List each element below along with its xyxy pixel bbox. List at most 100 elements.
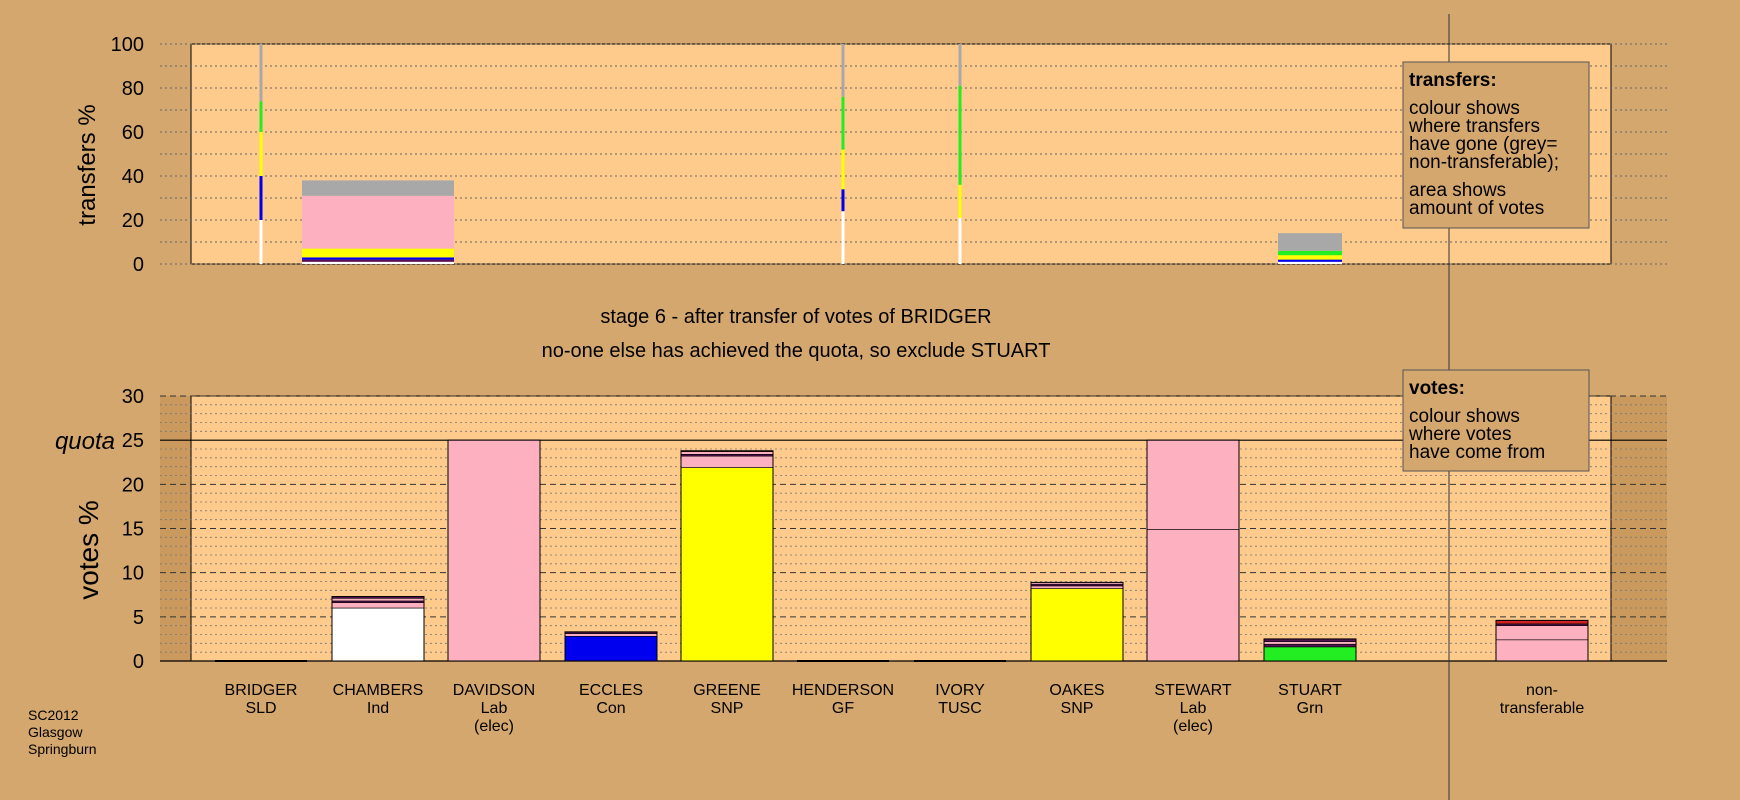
candidate-name: ECCLES [579,682,643,699]
candidate-name: DAVIDSON [453,682,535,699]
candidate-name: BRIDGER [225,682,298,699]
transfer-segment-bridger [259,220,263,264]
candidate-name: CHAMBERS [333,682,424,699]
transfer-segment-henderson [841,149,845,190]
vote-segment-greene [680,455,774,468]
votes-y-tick-label: 30 [122,386,144,408]
candidate-party: SLD [245,700,276,717]
transfers-columns [259,44,1342,264]
candidate-name: OAKES [1049,682,1104,699]
candidate-party: GF [832,700,854,717]
candidate-name: HENDERSON [792,682,894,699]
votes-right-margin-band [1611,396,1667,661]
votes-legend-line: colour shows [1409,406,1520,427]
transfers-legend-line: have gone (grey= [1409,134,1557,155]
votes-y-tick-label: 15 [122,519,144,541]
vote-segment-greene [680,451,774,455]
transfers-y-tick-label: 0 [133,254,144,276]
vote-segment-oakes [1030,585,1124,589]
transfer-segment-henderson [841,211,845,264]
transfer-segment-stuart [1278,261,1342,264]
transfer-segment-chambers [302,259,454,262]
transfer-segment-chambers [302,257,454,260]
vote-segment-chambers [331,607,425,662]
transfers-legend-box [1402,61,1590,229]
transfer-segment-bridger [259,132,263,176]
transfer-segment-bridger [259,176,263,220]
vote-bar-outline [1146,439,1240,662]
stage-heading: stage 6 - after transfer of votes of BRI… [600,306,991,328]
transfer-segment-chambers [302,195,454,249]
votes-y-tick-label: 20 [122,474,144,496]
vote-segment-non [1495,639,1589,662]
transfers-legend-line: area shows [1409,180,1506,201]
transfers-y-tick-label: 100 [111,34,144,56]
footer-line: Springburn [28,741,97,757]
transfers-y-tick-label: 80 [122,78,144,100]
candidate-name: IVORY [935,682,985,699]
transfers-legend: transfers: colour shows where transfers … [1402,61,1590,229]
votes-y-axis-label: votes % [73,500,104,600]
transfers-legend-line: where transfers [1408,116,1540,137]
footer-line: Glasgow [28,724,83,740]
candidate-name: non- [1526,682,1558,699]
candidate-party: SNP [1061,700,1094,717]
vote-segment-non [1495,620,1589,625]
candidate-labels: BRIDGERSLDCHAMBERSIndDAVIDSONLab(elec)EC… [225,682,1585,735]
transfer-segment-henderson [841,189,845,212]
transfers-y-tick-label: 60 [122,122,144,144]
vote-segment-stewart [1146,439,1240,530]
vote-bar-outline [331,596,425,662]
votes-y-tick-label: 0 [133,651,144,673]
transfers-legend-line: colour shows [1409,98,1520,119]
votes-legend: votes: colour shows where votes have com… [1402,369,1590,472]
transfer-segment-ivory [958,217,962,264]
vote-segment-non [1495,625,1589,641]
candidate-party: Lab [1180,700,1207,717]
vote-bar-outline [1030,581,1124,662]
votes-bars [215,439,1589,662]
transfers-y-tick-label: 40 [122,166,144,188]
vote-bar-outline [447,439,541,662]
vote-bar-outline [680,450,774,662]
transfer-segment-bridger [259,101,263,132]
candidate-status: (elec) [474,718,514,735]
vote-segment-chambers [331,602,425,609]
vote-segment-davidson [447,439,541,662]
transfer-segment-henderson [841,44,845,97]
transfer-segment-ivory [958,44,962,86]
votes-y-tick-label: 5 [133,607,144,629]
votes-y-tick-label: 10 [122,563,144,585]
transfers-y-ticks: 0 20 40 60 80 100 [111,34,144,276]
candidate-party: Ind [367,700,389,717]
votes-y-tick-label: 25 [122,430,144,452]
vote-bar-outline [564,631,658,662]
transfers-y-axis-label: transfers % [74,104,101,225]
transfer-segment-ivory [958,85,962,185]
transfer-segment-stuart [1278,255,1342,260]
transfers-legend-line: amount of votes [1409,198,1544,219]
footer-line: SC2012 [28,707,79,723]
votes-legend-line: have come from [1409,442,1545,463]
candidate-party: Lab [481,700,508,717]
candidate-name: STEWART [1154,682,1232,699]
vote-segment-eccles [564,635,658,662]
votes-legend-box [1402,369,1590,472]
vote-bar-outline [1263,638,1357,662]
vote-segment-eccles [564,633,658,637]
transfer-segment-chambers [302,261,454,264]
vote-segment-stewart [1146,529,1240,662]
candidate-name: GREENE [693,682,761,699]
exclusion-heading: no-one else has achieved the quota, so e… [542,340,1051,362]
candidate-status: (elec) [1173,718,1213,735]
votes-legend-title: votes: [1409,378,1465,399]
transfer-segment-bridger [259,44,263,102]
candidate-party: Con [596,700,625,717]
footer-caption: SC2012 Glasgow Springburn [28,707,97,757]
transfers-legend-title: transfers: [1409,70,1497,91]
transfer-segment-chambers [302,248,454,258]
transfer-segment-ivory [958,184,962,218]
candidate-party: TUSC [938,700,982,717]
vote-segment-greene [680,467,774,662]
